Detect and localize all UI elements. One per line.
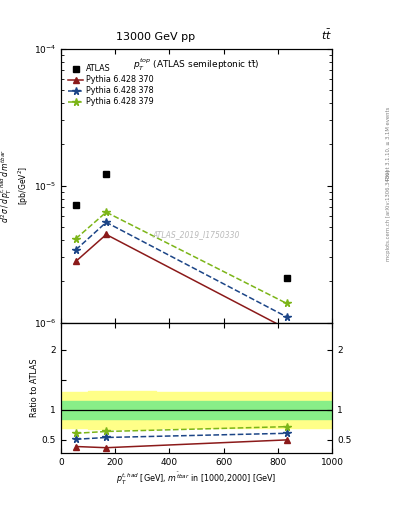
Line: Pythia 6.428 378: Pythia 6.428 378 [72, 219, 290, 321]
Pythia 6.428 370 [285, 326, 289, 332]
Text: 13000 GeV pp: 13000 GeV pp [116, 32, 195, 42]
Text: $p_T^{top}$ (ATLAS semileptonic tt̄): $p_T^{top}$ (ATLAS semileptonic tt̄) [133, 57, 260, 73]
ATLAS [73, 202, 78, 208]
Text: Rivet 3.1.10, ≥ 3.1M events: Rivet 3.1.10, ≥ 3.1M events [386, 106, 391, 180]
Pythia 6.428 378 [73, 247, 78, 253]
Text: $t\bar{t}$: $t\bar{t}$ [321, 28, 332, 42]
Pythia 6.428 378 [285, 314, 289, 320]
Pythia 6.428 379 [285, 301, 289, 307]
Line: Pythia 6.428 370: Pythia 6.428 370 [73, 231, 290, 332]
ATLAS [104, 170, 108, 177]
Text: mcplots.cern.ch [arXiv:1306.3436]: mcplots.cern.ch [arXiv:1306.3436] [386, 169, 391, 261]
Pythia 6.428 378 [104, 219, 108, 225]
Pythia 6.428 370 [104, 231, 108, 238]
Pythia 6.428 370 [73, 259, 78, 265]
Pythia 6.428 379 [73, 236, 78, 242]
X-axis label: $p_T^{t,had}$ [GeV], $m^{\bar{t}bar}$ in [1000,2000] [GeV]: $p_T^{t,had}$ [GeV], $m^{\bar{t}bar}$ in… [116, 471, 277, 487]
Line: Pythia 6.428 379: Pythia 6.428 379 [72, 208, 290, 307]
Line: ATLAS: ATLAS [72, 170, 290, 282]
Y-axis label: Ratio to ATLAS: Ratio to ATLAS [30, 358, 39, 417]
Y-axis label: $d^2\sigma\,/\,d\,p_T^{t,had}\,d\,m^{\bar{t}bar}$
[pb/GeV$^2$]: $d^2\sigma\,/\,d\,p_T^{t,had}\,d\,m^{\ba… [0, 148, 31, 223]
Text: ATLAS_2019_I1750330: ATLAS_2019_I1750330 [153, 230, 240, 240]
Pythia 6.428 379 [104, 209, 108, 215]
ATLAS [285, 275, 289, 282]
Legend: ATLAS, Pythia 6.428 370, Pythia 6.428 378, Pythia 6.428 379: ATLAS, Pythia 6.428 370, Pythia 6.428 37… [68, 63, 155, 108]
